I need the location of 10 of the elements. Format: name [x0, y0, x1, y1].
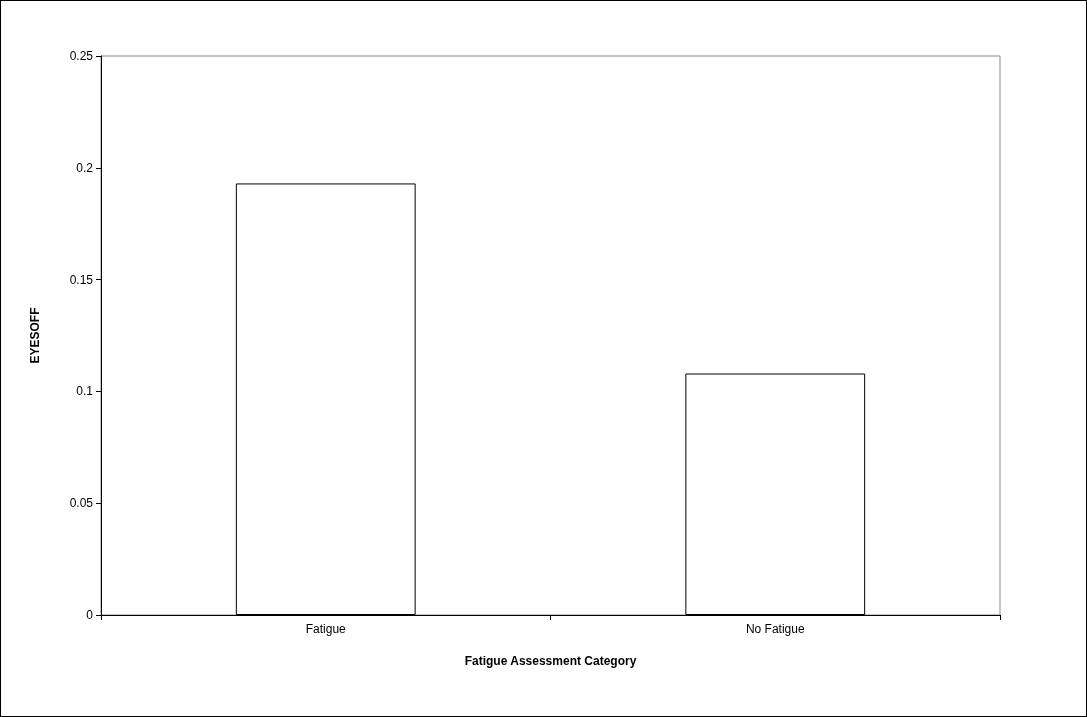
y-tick-label: 0.2 [76, 160, 94, 175]
x-tick-label: No Fatigue [745, 622, 805, 636]
y-tick-label: 0.05 [69, 496, 94, 511]
y-tick-label: 0.1 [76, 384, 94, 399]
x-axis-title: Fatigue Assessment Category [464, 654, 637, 668]
x-tick-label: Fatigue [305, 622, 347, 636]
y-tick-label: 0.15 [69, 272, 94, 287]
y-axis-title: EYESOFF [28, 307, 42, 364]
y-tick-label: 0.25 [69, 49, 94, 63]
y-tick-label: 0 [86, 608, 94, 622]
